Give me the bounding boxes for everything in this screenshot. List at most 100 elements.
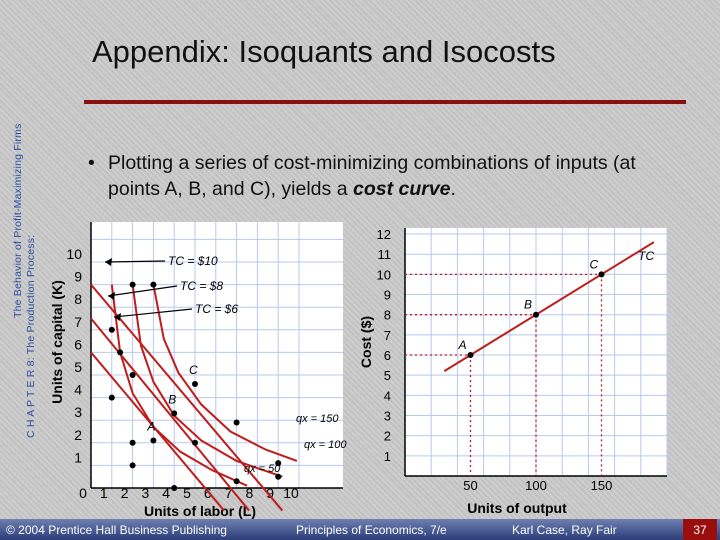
point-label: B	[168, 392, 176, 406]
data-point	[108, 326, 115, 333]
chapter-label: The Behavior of Profit-Maximizing Firms …	[12, 0, 38, 438]
tangency-point	[150, 437, 157, 444]
data-point	[275, 460, 282, 467]
y-tick-label: 11	[378, 247, 392, 262]
x-tick-label: 5	[183, 485, 191, 501]
page-number-box: 37	[683, 519, 717, 540]
isocost-label: TC = $10	[168, 254, 218, 268]
cost-point	[598, 271, 605, 278]
y-tick-label: 9	[384, 288, 391, 303]
arrow-head-icon	[108, 292, 115, 300]
title-divider	[84, 100, 686, 104]
x-tick-label: 7	[225, 485, 233, 501]
y-axis-label: Units of capital (K)	[49, 280, 65, 404]
bullet-icon: •	[88, 152, 95, 174]
y-tick-label: 9	[74, 269, 82, 285]
y-tick-label: 12	[377, 227, 391, 242]
footer-book: Principles of Economics, 7/e	[296, 523, 447, 537]
isocost-label: TC = $8	[180, 279, 223, 293]
data-point	[129, 372, 136, 378]
x-tick-label: 4	[162, 485, 170, 501]
data-point	[129, 281, 136, 288]
x-tick-label: 50	[463, 478, 477, 493]
cost-point	[467, 352, 474, 359]
isoquant-label: qx = 50	[244, 463, 281, 475]
point-label: C	[189, 363, 198, 377]
y-tick-label: 1	[74, 449, 82, 465]
isocost-arrow	[107, 285, 178, 297]
y-tick-label: 7	[74, 314, 82, 330]
x-tick-label: 3	[142, 485, 150, 501]
point-label: A	[146, 420, 155, 434]
arrow-head-icon	[114, 313, 121, 321]
y-tick-label: 8	[384, 308, 391, 323]
tangency-point	[171, 410, 178, 417]
bullet-emphasis: cost curve	[352, 178, 451, 200]
data-point	[171, 485, 178, 491]
tangency-point	[192, 381, 198, 388]
isocost-line	[90, 317, 250, 512]
data-point	[233, 419, 240, 426]
y-tick-label: 1	[384, 449, 391, 464]
footer-bar: © 2004 Prentice Hall Business Publishing…	[0, 519, 720, 540]
isoquant-curve	[152, 284, 298, 462]
data-point	[129, 462, 136, 469]
slide-title: Appendix: Isoquants and Isocosts	[92, 34, 556, 69]
y-axis-label: Cost ($)	[358, 316, 374, 368]
x-tick-label: 8	[246, 485, 254, 501]
y-tick-label: 6	[74, 336, 82, 352]
y-tick-label: 3	[384, 409, 391, 424]
x-tick-label: 9	[266, 485, 274, 501]
point-label: B	[524, 298, 532, 312]
series-label: TC	[638, 249, 654, 263]
isoquant-label: qx = 100	[304, 439, 347, 451]
x-axis-label: Units of labor (L)	[144, 503, 256, 519]
data-point	[108, 394, 115, 401]
x-tick-label: 6	[204, 485, 212, 501]
data-point	[117, 349, 124, 356]
bullet-text: Plotting a series of cost-minimizing com…	[108, 152, 636, 200]
isocost-line	[90, 283, 284, 512]
y-tick-label: 6	[384, 348, 391, 363]
isocost-arrow	[104, 260, 166, 263]
y-tick-label: 4	[384, 388, 391, 403]
footer-copyright: © 2004 Prentice Hall Business Publishing	[6, 523, 227, 537]
x-tick-label: 2	[121, 485, 129, 501]
x-tick-label: 100	[525, 478, 547, 493]
y-tick-label: 4	[74, 382, 82, 398]
page-number: 37	[693, 523, 707, 537]
y-tick-label: 5	[74, 359, 82, 375]
chapter-title: C H A P T E R 8: The Production Process:	[25, 234, 37, 438]
cost-point	[533, 311, 539, 318]
chapter-subtitle: The Behavior of Profit-Maximizing Firms	[12, 123, 24, 318]
data-point	[275, 473, 282, 480]
y-tick-label: 10	[66, 246, 82, 262]
isocost-label: TC = $6	[195, 302, 238, 316]
tc-line	[443, 241, 655, 373]
bullet-end: .	[450, 178, 456, 200]
chapter-sidebar: The Behavior of Profit-Maximizing Firms …	[0, 0, 50, 438]
point-label: A	[458, 338, 467, 352]
y-tick-label: 7	[384, 328, 391, 343]
y-tick-label: 2	[384, 429, 391, 444]
bullet-point: • Plotting a series of cost-minimizing c…	[84, 150, 684, 202]
footer-authors: Karl Case, Ray Fair	[512, 523, 617, 537]
point-label: C	[590, 257, 599, 271]
isocost-arrow	[113, 308, 193, 318]
x-axis-label: Units of output	[467, 500, 567, 516]
y-tick-label: 2	[74, 427, 82, 443]
data-point	[233, 478, 240, 485]
x-tick-label: 0	[79, 485, 87, 501]
arrow-head-icon	[105, 258, 112, 266]
y-tick-label: 3	[74, 404, 82, 420]
x-tick-label: 150	[591, 478, 613, 493]
isoquant-label: qx = 150	[296, 413, 339, 425]
x-tick-label: 1	[100, 485, 108, 501]
y-tick-label: 8	[74, 291, 82, 307]
data-point	[150, 281, 157, 288]
y-tick-label: 5	[384, 368, 391, 383]
x-tick-label: 10	[283, 485, 299, 501]
y-tick-label: 10	[377, 267, 391, 282]
